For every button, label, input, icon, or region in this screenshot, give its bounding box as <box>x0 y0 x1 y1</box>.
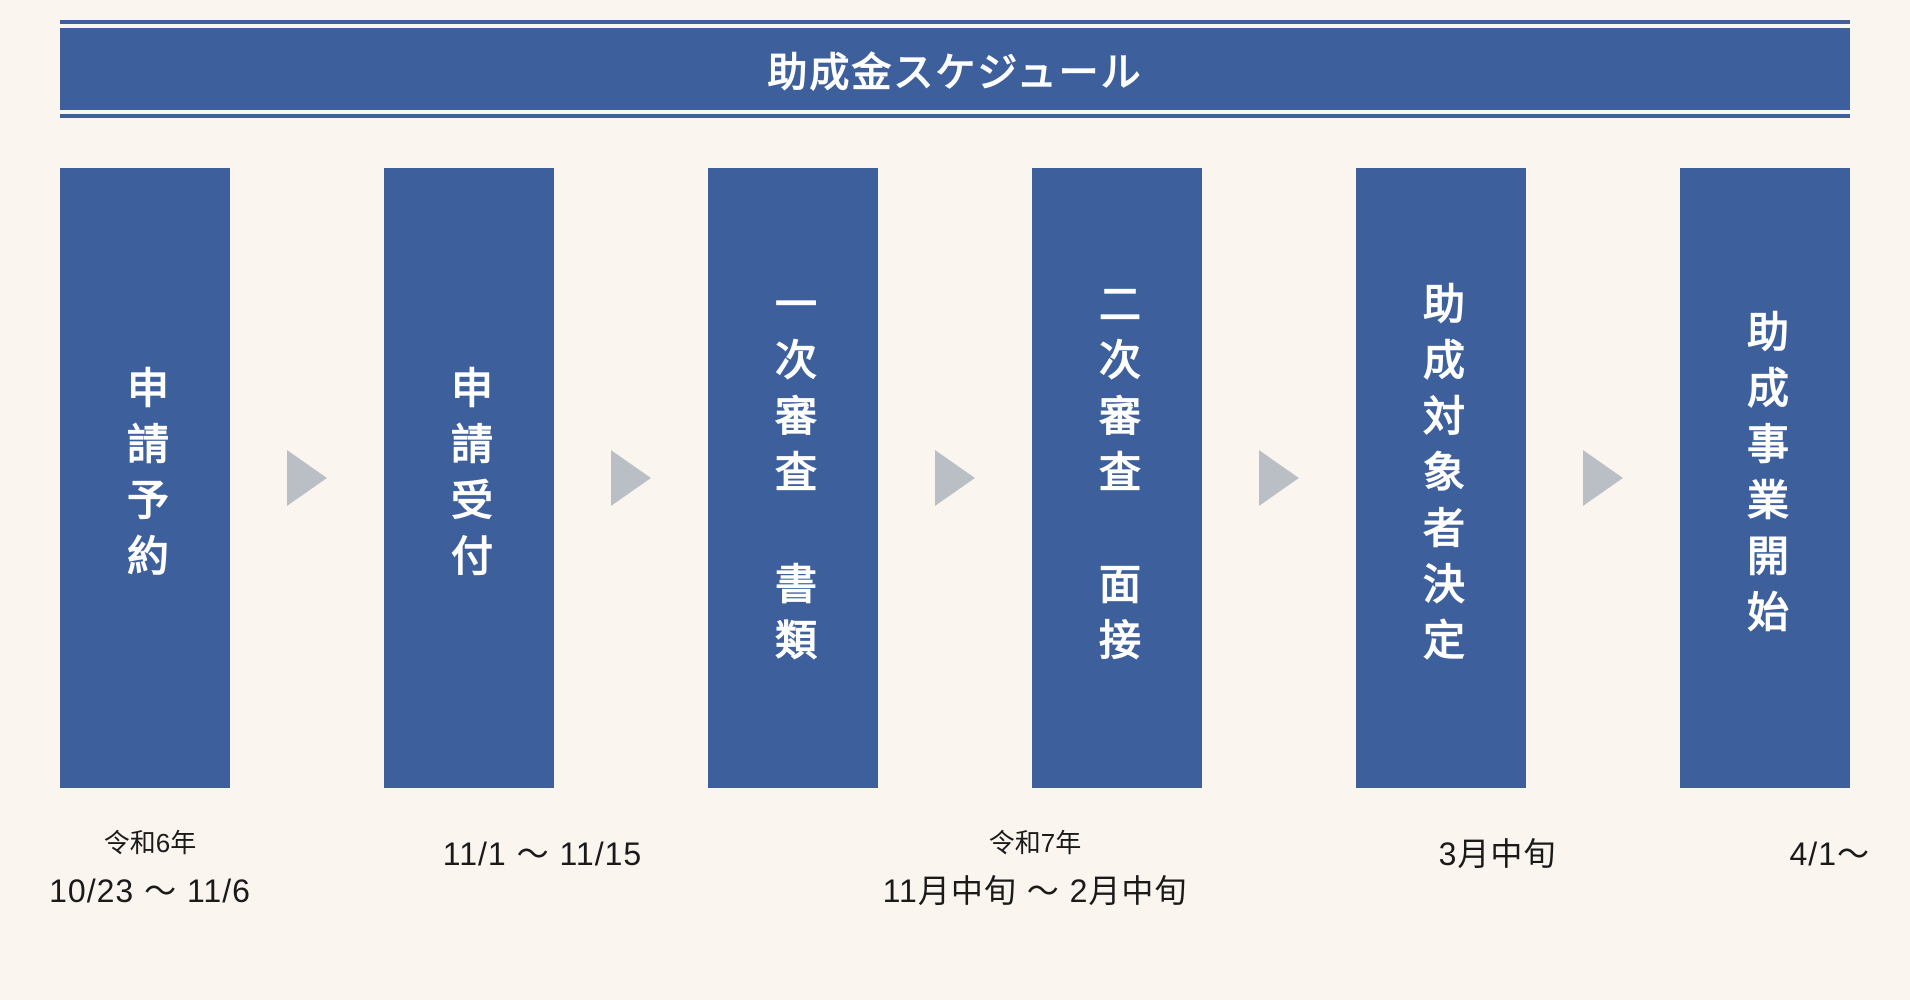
step-box-1: 申請予約 <box>60 168 230 788</box>
date-range: 10/23 ～ 11/6 <box>10 866 290 912</box>
title-text: 助成金スケジュール <box>60 28 1850 110</box>
arrow-icon <box>287 450 327 506</box>
title-bar: 助成金スケジュール <box>60 20 1850 118</box>
step-box-5: 助成対象者決定 <box>1356 168 1526 788</box>
date-slot-1: 令和6年 10/23 ～ 11/6 <box>10 823 290 912</box>
step-box-2: 申請受付 <box>384 168 554 788</box>
date-era: 令和6年 <box>10 823 290 860</box>
date-range: 3月中旬 <box>1388 829 1608 875</box>
step-box-4: 二次審査 面接 <box>1032 168 1202 788</box>
schedule-diagram: 助成金スケジュール 申請予約 申請受付 一次審査 書類 二次審査 面接 助成対象… <box>0 20 1910 912</box>
date-slot-5: 3月中旬 <box>1388 823 1608 912</box>
arrow-icon <box>1583 450 1623 506</box>
date-slot-6: 4/1～ <box>1720 823 1900 912</box>
arrow-icon <box>611 450 651 506</box>
date-range: 11月中旬 ～ 2月中旬 <box>795 866 1275 912</box>
arrow-icon <box>935 450 975 506</box>
step-box-6: 助成事業開始 <box>1680 168 1850 788</box>
dates-row: 令和6年 10/23 ～ 11/6 11/1 ～ 11/15 令和7年 11月中… <box>0 823 1910 912</box>
date-range: 11/1 ～ 11/15 <box>403 829 683 875</box>
arrow-icon <box>1259 450 1299 506</box>
step-box-3: 一次審査 書類 <box>708 168 878 788</box>
flow-row: 申請予約 申請受付 一次審査 書類 二次審査 面接 助成対象者決定 助成事業開始 <box>0 168 1910 788</box>
date-slot-2: 11/1 ～ 11/15 <box>403 823 683 912</box>
date-era: 令和7年 <box>795 823 1275 860</box>
date-range: 4/1～ <box>1720 829 1870 875</box>
date-slot-mid: 令和7年 11月中旬 ～ 2月中旬 <box>795 823 1275 912</box>
